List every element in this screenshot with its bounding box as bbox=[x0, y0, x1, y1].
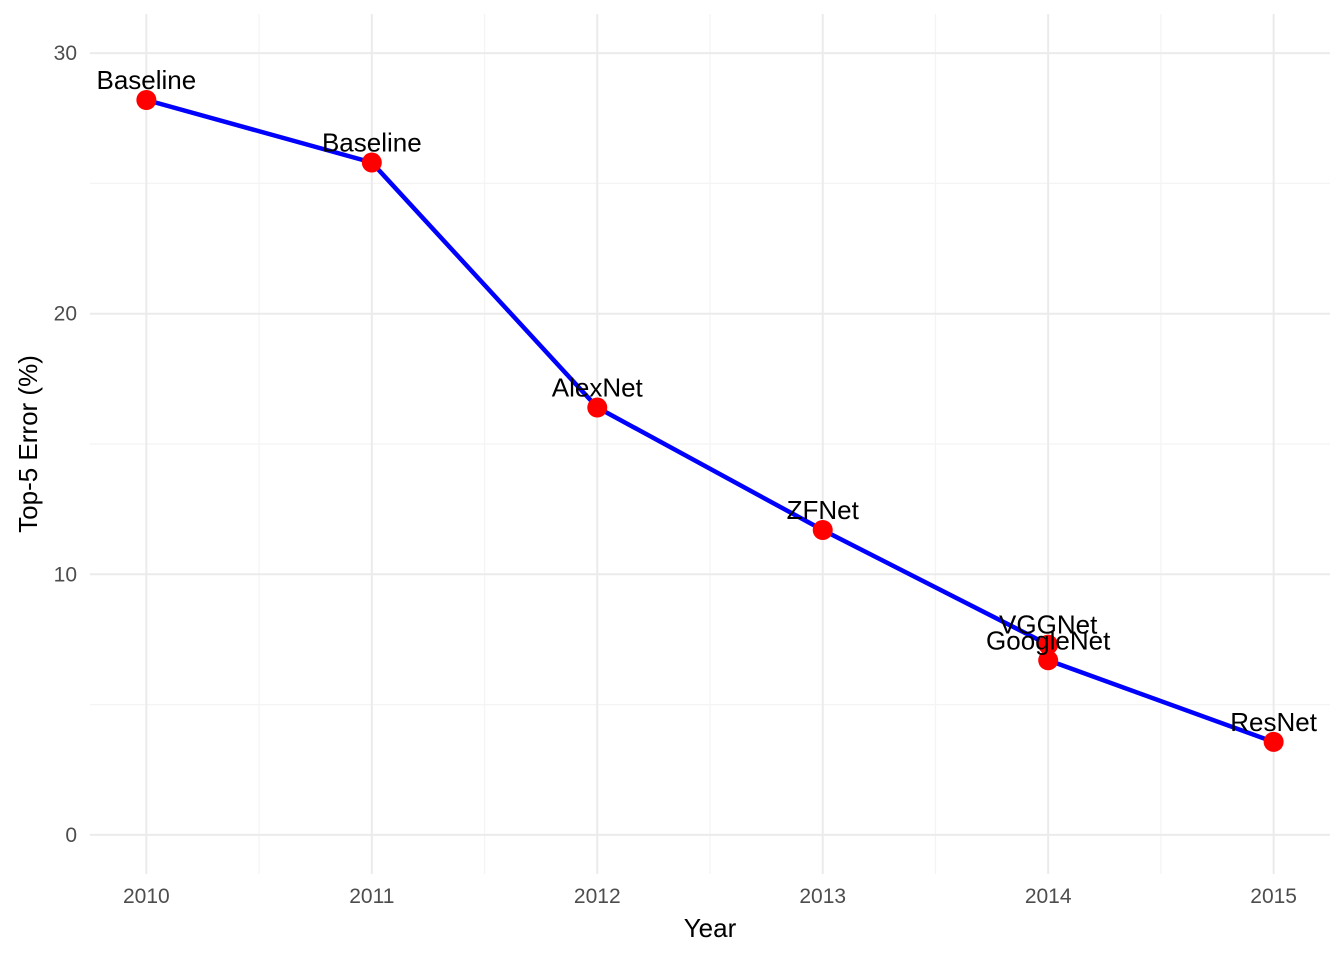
y-tick-label: 20 bbox=[54, 303, 77, 326]
data-point bbox=[1038, 634, 1059, 655]
data-point bbox=[136, 90, 157, 110]
minor-grid bbox=[90, 14, 1330, 874]
data-point-label: ResNet bbox=[1230, 707, 1317, 737]
x-tick-label: 2014 bbox=[1025, 885, 1072, 908]
data-point-label: Baseline bbox=[96, 65, 196, 95]
data-point bbox=[1038, 650, 1059, 671]
y-tick-label: 0 bbox=[65, 824, 77, 847]
x-tick-label: 2011 bbox=[349, 885, 394, 908]
x-axis-title: Year bbox=[684, 913, 737, 943]
data-point bbox=[361, 152, 382, 173]
data-point bbox=[1263, 731, 1284, 752]
x-axis-ticks: 2010 2011 2012 2013 2014 2015 bbox=[123, 885, 1297, 908]
series-labels-group: Baseline Baseline AlexNet ZFNet VGGNetGoogle… bbox=[96, 65, 1317, 737]
data-point bbox=[812, 520, 833, 540]
series-points-group bbox=[136, 90, 1284, 752]
data-point-label: Baseline bbox=[322, 128, 422, 158]
y-axis-title: Top-5 Error (%) bbox=[13, 355, 43, 533]
x-tick-label: 2013 bbox=[799, 885, 846, 908]
y-tick-label: 30 bbox=[54, 42, 77, 65]
data-point bbox=[587, 397, 608, 418]
y-axis-ticks: 0 10 20 30 bbox=[54, 42, 77, 847]
x-tick-label: 2015 bbox=[1250, 885, 1297, 908]
x-tick-label: 2010 bbox=[123, 885, 170, 908]
data-point-label: VGGNet bbox=[999, 610, 1098, 640]
data-point-label: GoogleNet bbox=[986, 625, 1111, 655]
y-tick-label: 10 bbox=[54, 563, 77, 586]
x-tick-label: 2012 bbox=[574, 885, 621, 908]
data-point-label: AlexNet bbox=[552, 373, 644, 403]
major-grid bbox=[90, 14, 1330, 874]
data-point-label: ZFNet bbox=[787, 495, 860, 525]
